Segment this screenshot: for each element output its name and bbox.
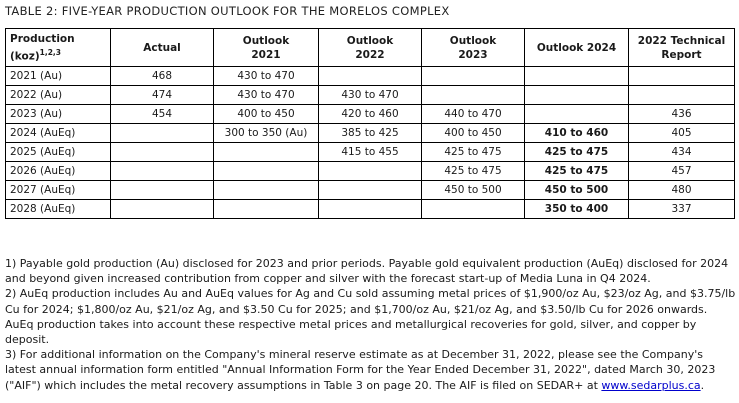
table-cell: 430 to 470 — [318, 85, 422, 105]
table-cell: 480 — [628, 180, 735, 200]
table-cell — [318, 66, 422, 86]
table-cell — [110, 142, 214, 162]
table-cell — [421, 66, 525, 86]
column-header-outlook-2021: Outlook 2021 — [213, 28, 319, 67]
footnote-3: 3) For additional information on the Com… — [5, 347, 737, 393]
footnote-reference-superscript: 1,2,3 — [39, 47, 61, 57]
table-cell: 474 — [110, 85, 214, 105]
row-label: 2023 (Au) — [5, 104, 111, 124]
sedarplus-link[interactable]: www.sedarplus.ca — [601, 378, 701, 392]
table-row-2027-aueq: 2027 (AuEq) 450 to 500 450 to 500 480 — [5, 180, 735, 200]
table-row-2023-au: 2023 (Au) 454 400 to 450 420 to 460 440 … — [5, 104, 735, 124]
table-cell — [628, 85, 735, 105]
table-cell: 450 to 500 — [421, 180, 525, 200]
table-cell: 300 to 350 (Au) — [213, 123, 319, 143]
footnote-1: 1) Payable gold production (Au) disclose… — [5, 257, 729, 286]
table-cell: 425 to 475 — [421, 142, 525, 162]
table-cell: 415 to 455 — [318, 142, 422, 162]
column-header-outlook-2022: Outlook 2022 — [318, 28, 422, 67]
table-cell: 400 to 450 — [213, 104, 319, 124]
table-cell: 430 to 470 — [213, 85, 319, 105]
column-header-production: Production (koz)1,2,3 — [5, 28, 111, 67]
column-header-2022-technical-report: 2022 Technical Report — [628, 28, 735, 67]
production-outlook-table: Production (koz)1,2,3 Actual Outlook 202… — [5, 28, 735, 219]
table-cell: 337 — [628, 199, 735, 219]
table-cell — [421, 199, 525, 219]
footnote-3-period: . — [700, 378, 705, 392]
row-label: 2022 (Au) — [5, 85, 111, 105]
table-cell — [524, 104, 629, 124]
table-cell — [213, 161, 319, 181]
table-cell: 425 to 475 — [421, 161, 525, 181]
table-cell: 420 to 460 — [318, 104, 422, 124]
table-row-2026-aueq: 2026 (AuEq) 425 to 475 425 to 475 457 — [5, 161, 735, 181]
table-cell: 440 to 470 — [421, 104, 525, 124]
table-cell: 425 to 475 — [524, 142, 629, 162]
table-cell: 430 to 470 — [213, 66, 319, 86]
table-cell — [421, 85, 525, 105]
row-label: 2024 (AuEq) — [5, 123, 111, 143]
table-cell — [628, 66, 735, 86]
table-cell: 385 to 425 — [318, 123, 422, 143]
row-label: 2021 (Au) — [5, 66, 111, 86]
table-cell: 468 — [110, 66, 214, 86]
header-row: Production (koz)1,2,3 Actual Outlook 202… — [5, 28, 735, 67]
table-cell: 350 to 400 — [524, 199, 629, 219]
table-row-2021-au: 2021 (Au) 468 430 to 470 — [5, 66, 735, 86]
table-cell — [318, 161, 422, 181]
table-row-2022-au: 2022 (Au) 474 430 to 470 430 to 470 — [5, 85, 735, 105]
table-cell — [213, 180, 319, 200]
table-cell: 425 to 475 — [524, 161, 629, 181]
table-cell: 400 to 450 — [421, 123, 525, 143]
table-cell: 450 to 500 — [524, 180, 629, 200]
table-row-2028-aueq: 2028 (AuEq) 350 to 400 337 — [5, 199, 735, 219]
table-cell — [110, 123, 214, 143]
table-cell — [318, 199, 422, 219]
table-cell — [524, 66, 629, 86]
table-cell — [110, 161, 214, 181]
table-cell: 410 to 460 — [524, 123, 629, 143]
table-cell — [110, 180, 214, 200]
footnote-3-text: 3) For additional information on the Com… — [5, 348, 716, 392]
table-row-2024-aueq: 2024 (AuEq) 300 to 350 (Au) 385 to 425 4… — [5, 123, 735, 143]
page-title: TABLE 2: FIVE-YEAR PRODUCTION OUTLOOK FO… — [5, 4, 450, 18]
column-header-production-label: Production (koz) — [10, 32, 75, 63]
table-cell — [318, 180, 422, 200]
row-label: 2026 (AuEq) — [5, 161, 111, 181]
column-header-outlook-2023: Outlook 2023 — [421, 28, 525, 67]
footnotes-block: 1) Payable gold production (Au) disclose… — [5, 256, 737, 393]
table-cell — [213, 199, 319, 219]
table-cell: 454 — [110, 104, 214, 124]
table-cell — [524, 85, 629, 105]
table-cell: 434 — [628, 142, 735, 162]
column-header-actual: Actual — [110, 28, 214, 67]
table-cell — [110, 199, 214, 219]
table-cell: 405 — [628, 123, 735, 143]
row-label: 2025 (AuEq) — [5, 142, 111, 162]
table-cell: 436 — [628, 104, 735, 124]
row-label: 2028 (AuEq) — [5, 199, 111, 219]
table-cell — [213, 142, 319, 162]
row-label: 2027 (AuEq) — [5, 180, 111, 200]
table-cell: 457 — [628, 161, 735, 181]
table-row-2025-aueq: 2025 (AuEq) 415 to 455 425 to 475 425 to… — [5, 142, 735, 162]
footnote-2: 2) AuEq production includes Au and AuEq … — [5, 287, 736, 347]
column-header-outlook-2024: Outlook 2024 — [524, 28, 629, 67]
